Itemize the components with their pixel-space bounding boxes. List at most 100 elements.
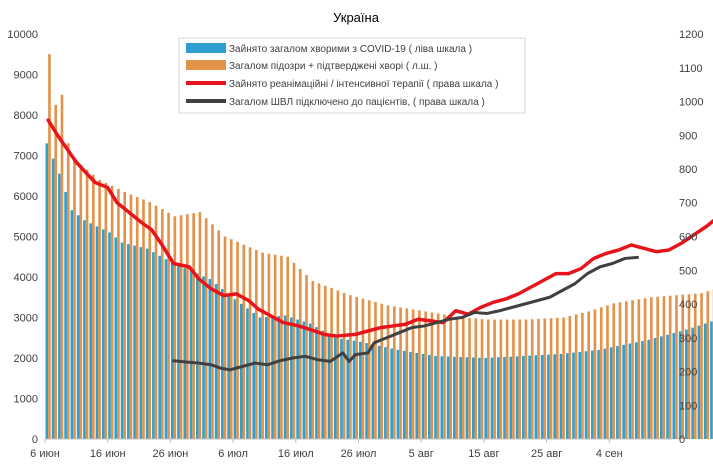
bar-occupied-9 [102,229,105,439]
bar-occupied-65 [453,357,456,439]
bar-suspected-50 [362,299,365,439]
bar-occupied-73 [503,357,506,439]
bar-suspected-78 [537,319,540,439]
bar-occupied-102 [685,330,688,439]
y-right-tick-label: 600 [679,232,697,244]
bar-occupied-79 [541,355,544,439]
bar-occupied-14 [133,246,136,439]
bar-occupied-62 [434,356,437,439]
bar-occupied-11 [114,238,117,439]
bar-occupied-16 [146,249,149,439]
bar-suspected-94 [638,299,641,439]
bar-suspected-82 [562,318,565,440]
legend-label-2: Зайнято реанімаційні / інтенсивної терап… [229,79,498,90]
bar-suspected-53 [380,304,383,439]
bar-suspected-69 [481,319,484,439]
chart-title: Україна [333,10,380,25]
bar-occupied-29 [227,294,230,439]
y-right-tick-label: 200 [679,367,697,379]
y-left-tick-label: 2000 [14,353,38,365]
y-left-tick-label: 7000 [14,151,38,163]
bar-suspected-75 [518,320,521,439]
bar-suspected-23 [192,213,195,439]
bar-suspected-31 [243,245,246,439]
bar-occupied-56 [397,350,400,439]
bar-suspected-8 [98,180,101,439]
bar-suspected-37 [280,256,283,439]
bar-suspected-76 [525,320,528,439]
bar-suspected-12 [123,192,126,439]
bar-occupied-22 [183,268,186,439]
bar-occupied-19 [165,259,168,439]
bar-suspected-105 [706,291,709,439]
bar-occupied-3 [64,192,67,439]
bar-suspected-32 [249,247,252,439]
bar-occupied-48 [346,340,349,439]
bar-occupied-23 [190,271,193,439]
bar-occupied-77 [528,356,531,439]
bar-suspected-34 [261,253,264,439]
bar-suspected-65 [456,316,459,439]
bar-suspected-59 [418,310,421,439]
bar-suspected-10 [111,186,114,439]
bar-occupied-42 [309,324,312,439]
bar-suspected-62 [437,313,440,439]
bar-suspected-72 [500,320,503,439]
bar-occupied-80 [547,355,550,439]
bar-occupied-43 [315,327,318,439]
bar-suspected-46 [337,291,340,440]
bar-occupied-83 [566,353,569,439]
bar-suspected-30 [236,242,239,439]
bar-suspected-27 [217,230,220,439]
bar-occupied-45 [328,334,331,439]
bar-suspected-33 [255,250,258,439]
bar-occupied-38 [284,315,287,439]
bar-suspected-6 [86,170,89,439]
bar-suspected-74 [512,320,515,439]
bar-occupied-51 [365,343,368,439]
bar-suspected-73 [506,320,509,439]
bar-occupied-92 [622,345,625,439]
x-tick-label: 6 июн [30,448,60,460]
bar-suspected-64 [449,315,452,439]
bar-occupied-70 [484,358,487,439]
bar-occupied-21 [177,266,180,439]
bar-suspected-84 [575,314,578,439]
y-left-tick-label: 5000 [14,232,38,244]
bar-occupied-7 [89,223,92,439]
bar-occupied-104 [698,326,701,439]
y-right-tick-label: 1200 [679,29,703,41]
bar-occupied-27 [215,284,218,439]
y-right-tick-label: 0 [679,434,685,446]
bar-suspected-95 [644,298,647,439]
bar-suspected-15 [142,200,145,439]
bar-suspected-20 [174,216,177,439]
legend-label-1: Загалом підозри + підтверджені хворі ( л… [229,61,438,72]
bar-occupied-32 [246,308,249,439]
bar-suspected-16 [148,202,151,439]
legend-swatch-1 [186,60,226,70]
y-right-tick-label: 400 [679,299,697,311]
bar-suspected-68 [474,319,477,439]
bar-occupied-90 [610,347,613,439]
bar-suspected-1 [54,105,57,439]
y-left-tick-label: 9000 [14,70,38,82]
bar-suspected-14 [136,197,139,439]
bar-suspected-4 [73,160,76,439]
bar-occupied-61 [428,355,431,439]
bar-occupied-31 [240,304,243,439]
bar-occupied-26 [209,279,212,439]
bar-occupied-54 [384,347,387,439]
bar-occupied-35 [265,317,268,439]
bar-occupied-37 [277,316,280,439]
bar-occupied-15 [140,247,143,439]
bar-suspected-66 [462,318,465,440]
x-tick-label: 6 июл [218,448,248,460]
bar-occupied-36 [271,316,274,439]
bar-suspected-21 [180,215,183,439]
bar-suspected-79 [543,319,546,439]
y-right-tick-label: 1100 [679,63,703,75]
bar-suspected-100 [675,295,678,439]
y-left-tick-label: 3000 [14,313,38,325]
